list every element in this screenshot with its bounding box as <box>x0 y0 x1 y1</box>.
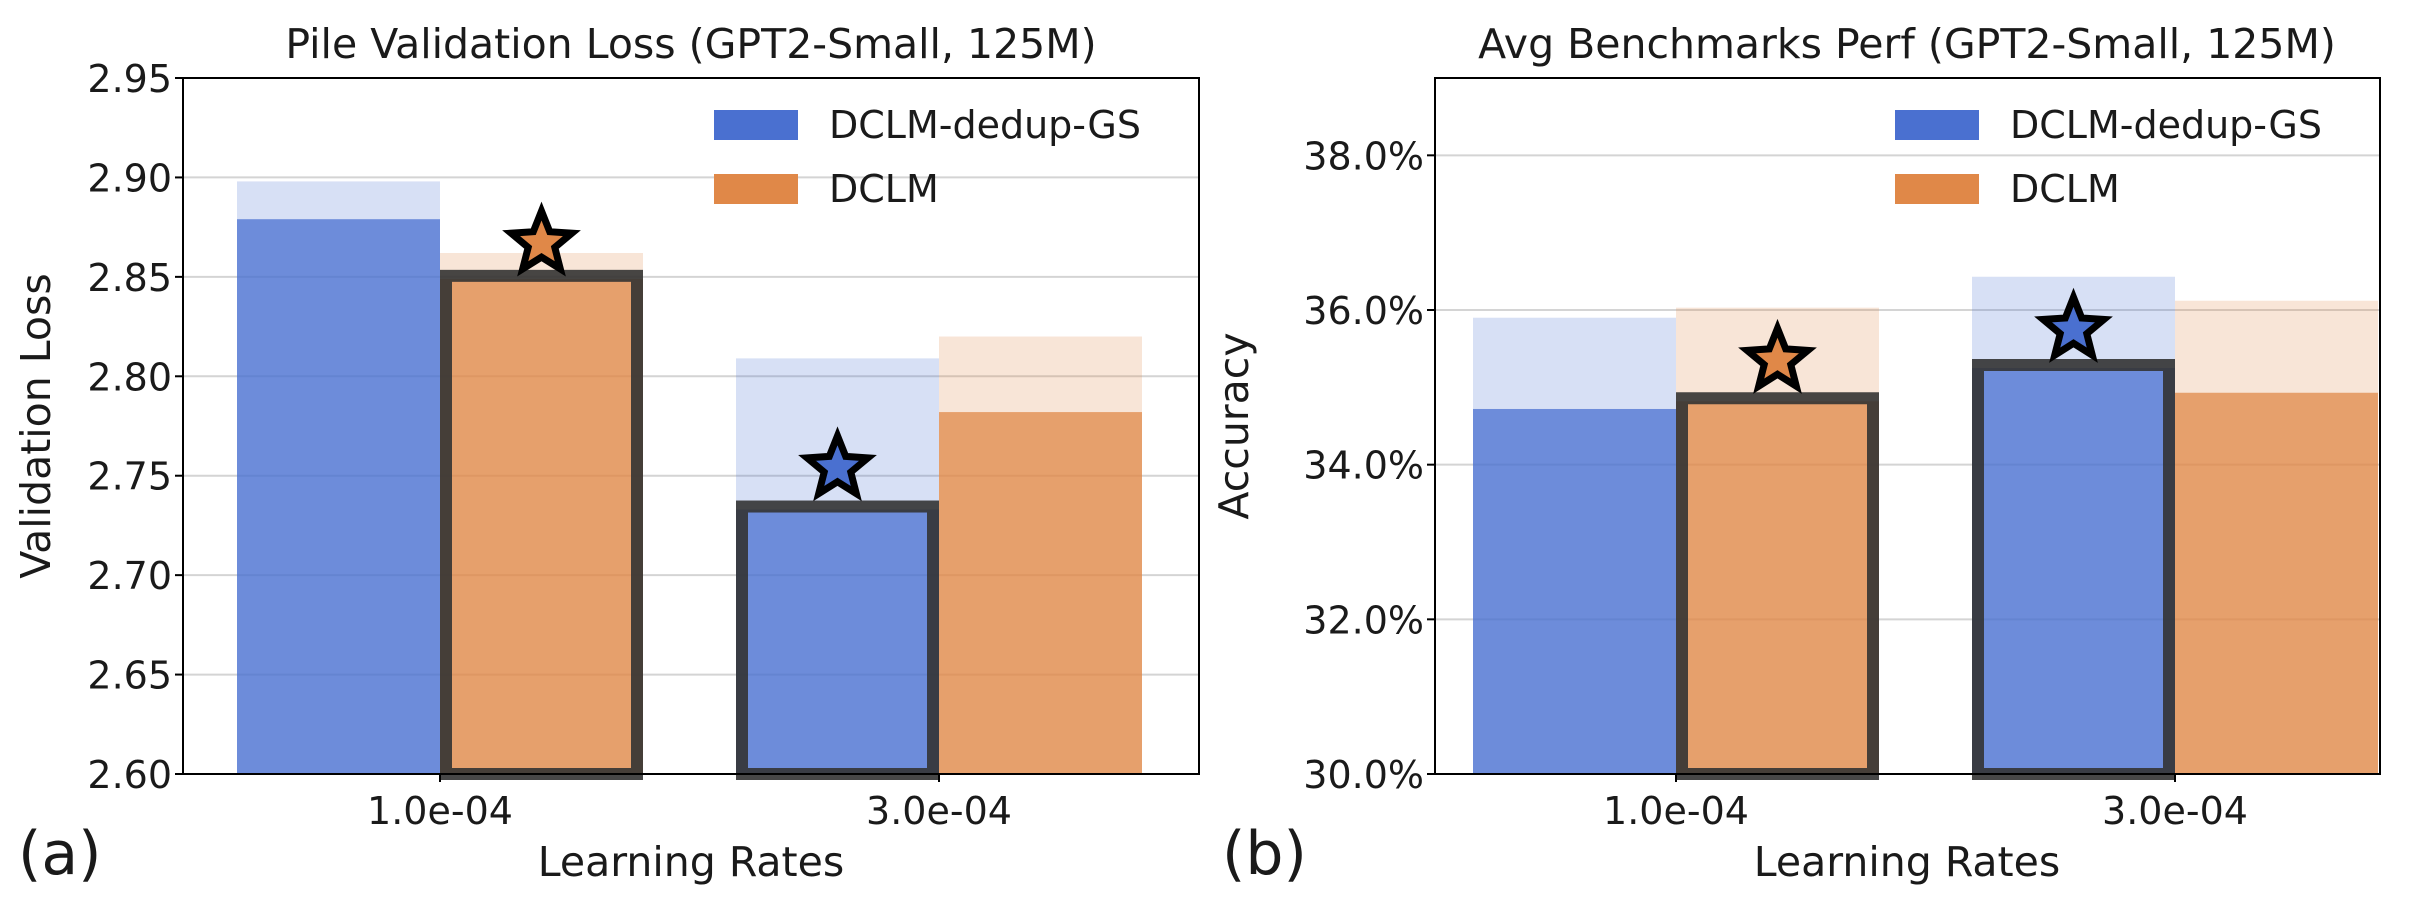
bar <box>440 278 643 774</box>
chart-title: Avg Benchmarks Perf (GPT2-Small, 125M) <box>1478 20 2336 68</box>
star-marker-icon <box>798 426 877 502</box>
y-tick-label: 2.70 <box>87 554 172 598</box>
y-tick-label: 2.90 <box>87 156 172 200</box>
bar <box>939 412 1142 774</box>
legend-swatch <box>1895 174 1979 204</box>
legend-label: DCLM-dedup-GS <box>829 103 1141 147</box>
bar <box>1972 368 2175 774</box>
y-tick-label: 36.0% <box>1303 289 1424 333</box>
x-ticks: 1.0e-04 3.0e-04 <box>1603 774 2248 833</box>
bars <box>237 181 1142 780</box>
x-tick-label: 3.0e-04 <box>2102 789 2248 833</box>
y-tick-label: 2.80 <box>87 355 172 399</box>
y-axis-label: Validation Loss <box>12 273 60 578</box>
panel-b-benchmarks-perf: 30.0% 32.0% 34.0% 36.0% 38.0% 1.0e-04 3.0e-04… <box>1210 20 2381 889</box>
legend-label: DCLM <box>829 167 939 211</box>
star-marker-icon <box>2034 287 2113 363</box>
y-tick-label: 2.85 <box>87 256 172 300</box>
axes-frame <box>182 77 1200 775</box>
star-marker-icon <box>1738 318 1817 394</box>
y-tick-label: 32.0% <box>1303 598 1424 642</box>
legend-label: DCLM-dedup-GS <box>2010 103 2322 147</box>
y-tick-label: 34.0% <box>1303 444 1424 488</box>
x-ticks: 1.0e-04 3.0e-04 <box>367 774 1012 833</box>
bar <box>237 219 440 774</box>
legend-swatch <box>714 110 798 140</box>
bars <box>1473 276 2378 780</box>
x-tick-label: 3.0e-04 <box>866 789 1012 833</box>
legend: DCLM-dedup-GS DCLM <box>714 103 1141 211</box>
legend-label: DCLM <box>2010 167 2120 211</box>
y-tick-label: 2.95 <box>87 57 172 101</box>
y-axis-label: Accuracy <box>1210 332 1258 519</box>
y-ticks: 30.0% 32.0% 34.0% 36.0% 38.0% <box>1303 134 1435 797</box>
panel-label: (a) <box>18 819 102 889</box>
panel-a-validation-loss: 2.60 2.65 2.70 2.75 2.80 2.85 2.90 2.95 1.0e-04… <box>12 20 1200 889</box>
bar <box>736 509 939 774</box>
y-tick-label: 2.60 <box>87 753 172 797</box>
legend-swatch <box>1895 110 1979 140</box>
x-axis-label: Learning Rates <box>1754 838 2060 886</box>
panel-label: (b) <box>1222 819 1307 889</box>
bar <box>1676 401 1879 774</box>
axes-frame <box>1434 77 2381 775</box>
bar <box>2175 392 2378 774</box>
y-tick-label: 2.65 <box>87 654 172 698</box>
y-tick-label: 30.0% <box>1303 753 1424 797</box>
legend: DCLM-dedup-GS DCLM <box>1895 103 2322 211</box>
star-marker-icon <box>502 201 581 277</box>
y-ticks: 2.60 2.65 2.70 2.75 2.80 2.85 2.90 2.95 <box>87 57 183 797</box>
chart-title: Pile Validation Loss (GPT2-Small, 125M) <box>285 20 1096 68</box>
x-axis-label: Learning Rates <box>538 838 844 886</box>
y-tick-label: 38.0% <box>1303 134 1424 178</box>
y-tick-label: 2.75 <box>87 455 172 499</box>
bar <box>1473 408 1676 774</box>
legend-swatch <box>714 174 798 204</box>
x-tick-label: 1.0e-04 <box>367 789 513 833</box>
x-tick-label: 1.0e-04 <box>1603 789 1749 833</box>
